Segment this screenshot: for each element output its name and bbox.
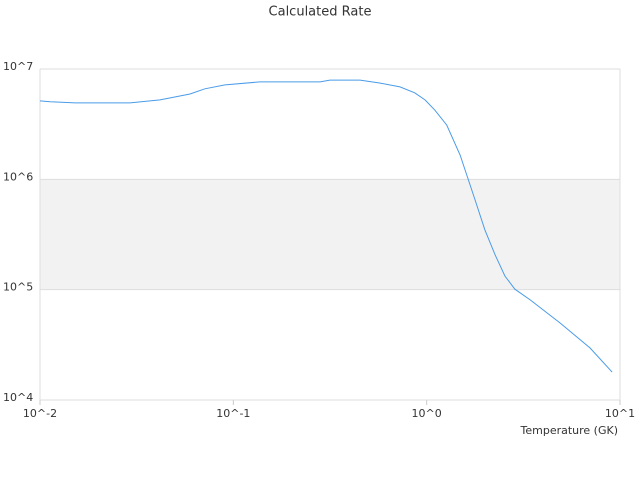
grid-band [40,179,620,290]
y-tick-label: 10^6 [3,170,33,183]
x-tick-label: 10^-1 [216,407,250,420]
data-line [39,79,613,373]
y-tick-label: 10^5 [3,281,33,294]
y-tick-label: 10^7 [3,60,33,73]
chart-title: Calculated Rate [269,5,372,20]
y-tick-label: 10^4 [3,391,33,404]
x-tick-label: 10^1 [605,407,635,420]
x-axis-label: Temperature (GK) [520,424,619,437]
x-tick-label: 10^-2 [23,407,57,420]
x-tick-label: 10^0 [412,407,442,420]
